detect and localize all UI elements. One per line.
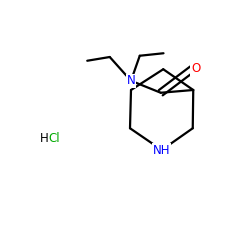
Text: N: N: [127, 74, 136, 87]
Text: Cl: Cl: [49, 132, 60, 145]
Text: O: O: [191, 62, 200, 76]
Text: NH: NH: [153, 144, 170, 156]
Text: H: H: [40, 132, 49, 145]
